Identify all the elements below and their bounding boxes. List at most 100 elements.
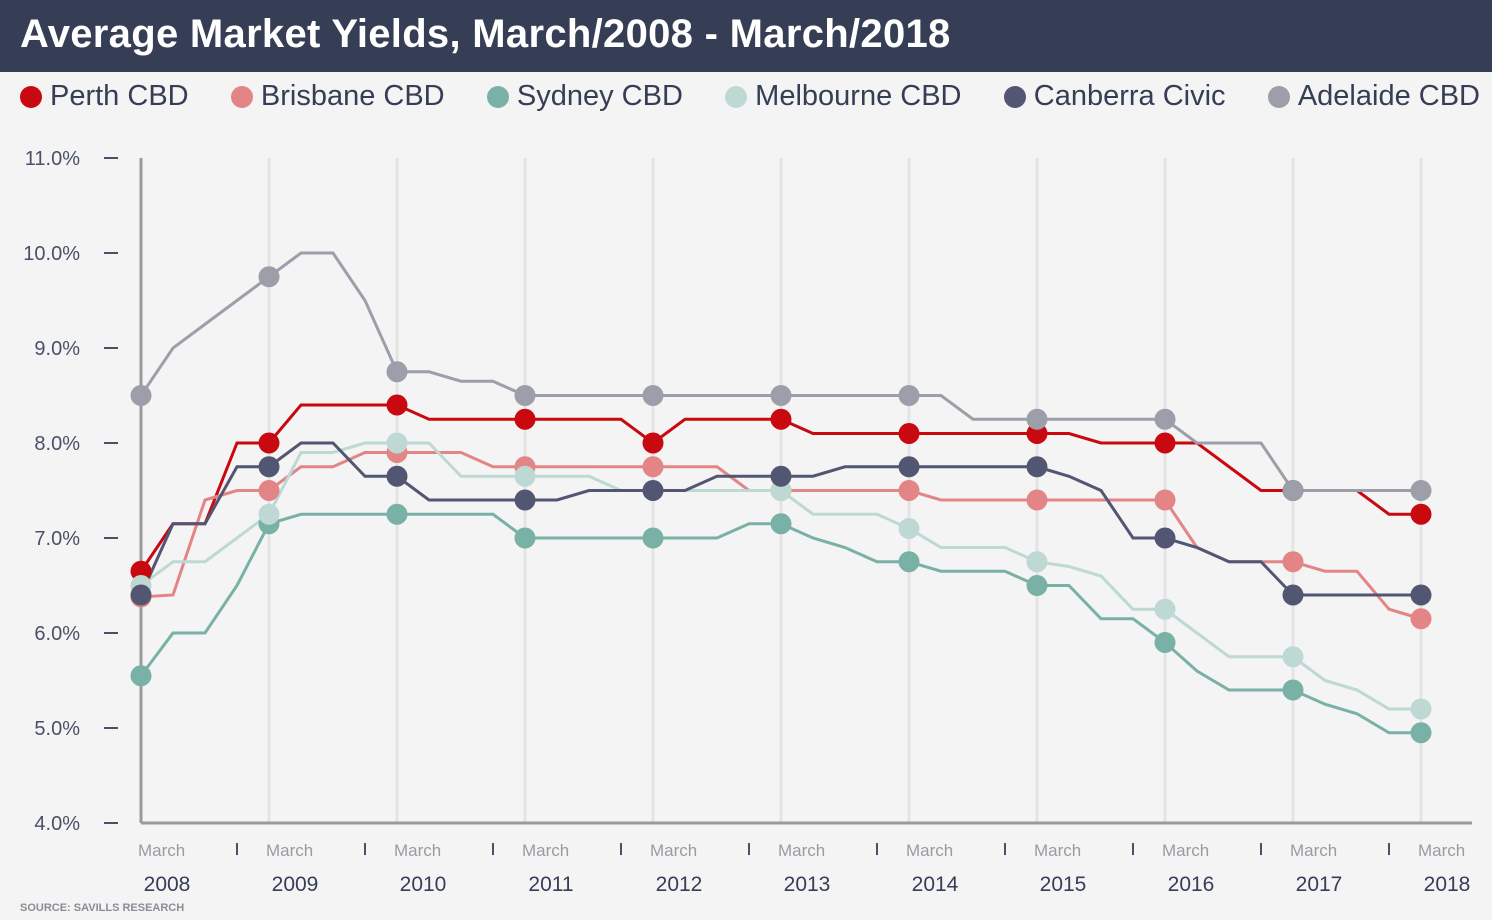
legend-label: Adelaide CBD xyxy=(1297,80,1480,112)
legend-item: Sydney CBD xyxy=(486,80,683,113)
legend-label: Canberra Civic xyxy=(1033,80,1226,112)
data-point-canberra-civic xyxy=(386,465,408,487)
legend-marker-icon xyxy=(20,85,42,108)
data-point-perth-cbd xyxy=(258,432,280,454)
data-point-perth-cbd xyxy=(514,408,536,430)
data-point-adelaide-cbd xyxy=(898,385,920,406)
chart-title: Average Market Yields, March/2008 - Marc… xyxy=(20,12,951,56)
data-point-perth-cbd xyxy=(1410,503,1432,525)
x-tick-year: 2014 xyxy=(912,873,959,896)
data-point-sydney-cbd xyxy=(1282,679,1304,701)
data-point-sydney-cbd xyxy=(1026,575,1048,596)
data-point-perth-cbd xyxy=(642,432,664,454)
data-point-melbourne-cbd xyxy=(1154,598,1176,620)
data-point-sydney-cbd xyxy=(642,527,664,549)
data-point-adelaide-cbd xyxy=(770,385,792,406)
data-point-adelaide-cbd xyxy=(130,385,152,406)
data-point-melbourne-cbd xyxy=(1410,698,1432,720)
data-point-sydney-cbd xyxy=(770,513,792,535)
legend-item: Brisbane CBD xyxy=(230,80,445,113)
data-point-perth-cbd xyxy=(1154,432,1176,454)
y-tick-label: 10.0% xyxy=(23,243,80,265)
x-tick-year: 2018 xyxy=(1424,873,1471,896)
x-tick-year: 2012 xyxy=(656,873,703,896)
x-tick-year: 2009 xyxy=(272,873,319,896)
x-tick-year: 2010 xyxy=(400,873,447,896)
legend-marker-icon xyxy=(1267,85,1290,108)
data-point-melbourne-cbd xyxy=(386,432,408,454)
title-bar: Average Market Yields, March/2008 - Marc… xyxy=(0,0,1492,72)
data-point-canberra-civic xyxy=(642,480,664,501)
data-point-melbourne-cbd xyxy=(514,465,536,487)
data-point-canberra-civic xyxy=(898,456,920,478)
y-tick-label: 6.0% xyxy=(34,623,80,645)
data-point-perth-cbd xyxy=(898,423,920,444)
data-point-adelaide-cbd xyxy=(258,266,280,288)
data-point-adelaide-cbd xyxy=(514,385,536,406)
x-tick-month: March xyxy=(1034,841,1081,860)
data-point-canberra-civic xyxy=(770,465,792,487)
data-point-sydney-cbd xyxy=(898,551,920,573)
legend-label: Perth CBD xyxy=(50,80,189,112)
x-tick-year: 2011 xyxy=(528,873,573,896)
x-tick-month: March xyxy=(1162,841,1209,860)
data-point-sydney-cbd xyxy=(386,503,408,525)
x-tick-year: 2015 xyxy=(1040,873,1087,896)
x-tick-month: March xyxy=(1290,841,1337,860)
data-point-canberra-civic xyxy=(514,489,536,511)
data-point-canberra-civic xyxy=(1026,456,1048,478)
legend: Perth CBD Brisbane CBD Sydney CBD Melbourne… xyxy=(20,80,1480,113)
legend-item: Adelaide CBD xyxy=(1267,80,1480,113)
data-point-brisbane-cbd xyxy=(1026,489,1048,511)
data-point-melbourne-cbd xyxy=(1282,646,1304,668)
data-point-melbourne-cbd xyxy=(1026,551,1048,573)
data-point-canberra-civic xyxy=(1282,584,1304,606)
data-point-sydney-cbd xyxy=(514,527,536,549)
data-point-brisbane-cbd xyxy=(642,456,664,478)
y-tick-label: 8.0% xyxy=(34,433,80,455)
legend-item: Melbourne CBD xyxy=(725,80,962,113)
data-point-brisbane-cbd xyxy=(258,480,280,501)
legend-marker-icon xyxy=(230,85,253,108)
data-point-perth-cbd xyxy=(770,408,792,430)
y-tick-label: 7.0% xyxy=(34,528,80,550)
data-point-perth-cbd xyxy=(386,394,408,416)
legend-item: Canberra Civic xyxy=(1003,80,1226,113)
data-point-canberra-civic xyxy=(130,584,152,606)
x-tick-year: 2017 xyxy=(1296,873,1343,896)
data-point-brisbane-cbd xyxy=(1154,489,1176,511)
x-tick-month: March xyxy=(266,841,313,860)
x-tick-year: 2013 xyxy=(784,873,831,896)
source-note: SOURCE: SAVILLS RESEARCH xyxy=(20,902,185,914)
y-tick-label: 5.0% xyxy=(34,718,80,740)
x-tick-month: March xyxy=(778,841,825,860)
data-point-canberra-civic xyxy=(1154,527,1176,549)
y-tick-label: 9.0% xyxy=(34,338,80,360)
data-point-adelaide-cbd xyxy=(1282,480,1304,501)
x-tick-month: March xyxy=(138,841,185,860)
legend-item: Perth CBD xyxy=(20,80,189,113)
y-tick-label: 11.0% xyxy=(25,148,80,170)
legend-label: Brisbane CBD xyxy=(260,80,445,112)
x-tick-year: 2008 xyxy=(144,873,191,896)
legend-marker-icon xyxy=(725,85,748,108)
data-point-melbourne-cbd xyxy=(258,503,280,525)
data-point-adelaide-cbd xyxy=(1410,480,1432,501)
data-point-sydney-cbd xyxy=(1410,722,1432,744)
x-tick-month: March xyxy=(522,841,569,860)
x-tick-month: March xyxy=(394,841,441,860)
legend-marker-icon xyxy=(486,85,509,108)
x-tick-month: March xyxy=(650,841,697,860)
data-point-sydney-cbd xyxy=(1154,632,1176,653)
x-tick-month: March xyxy=(906,841,953,860)
data-point-brisbane-cbd xyxy=(1410,608,1432,630)
legend-label: Melbourne CBD xyxy=(755,80,962,112)
data-point-brisbane-cbd xyxy=(898,480,920,501)
data-point-canberra-civic xyxy=(1410,584,1432,606)
data-point-brisbane-cbd xyxy=(1282,551,1304,573)
legend-label: Sydney CBD xyxy=(516,80,683,112)
data-point-sydney-cbd xyxy=(130,665,152,687)
legend-marker-icon xyxy=(1003,85,1026,108)
data-point-adelaide-cbd xyxy=(1154,408,1176,430)
